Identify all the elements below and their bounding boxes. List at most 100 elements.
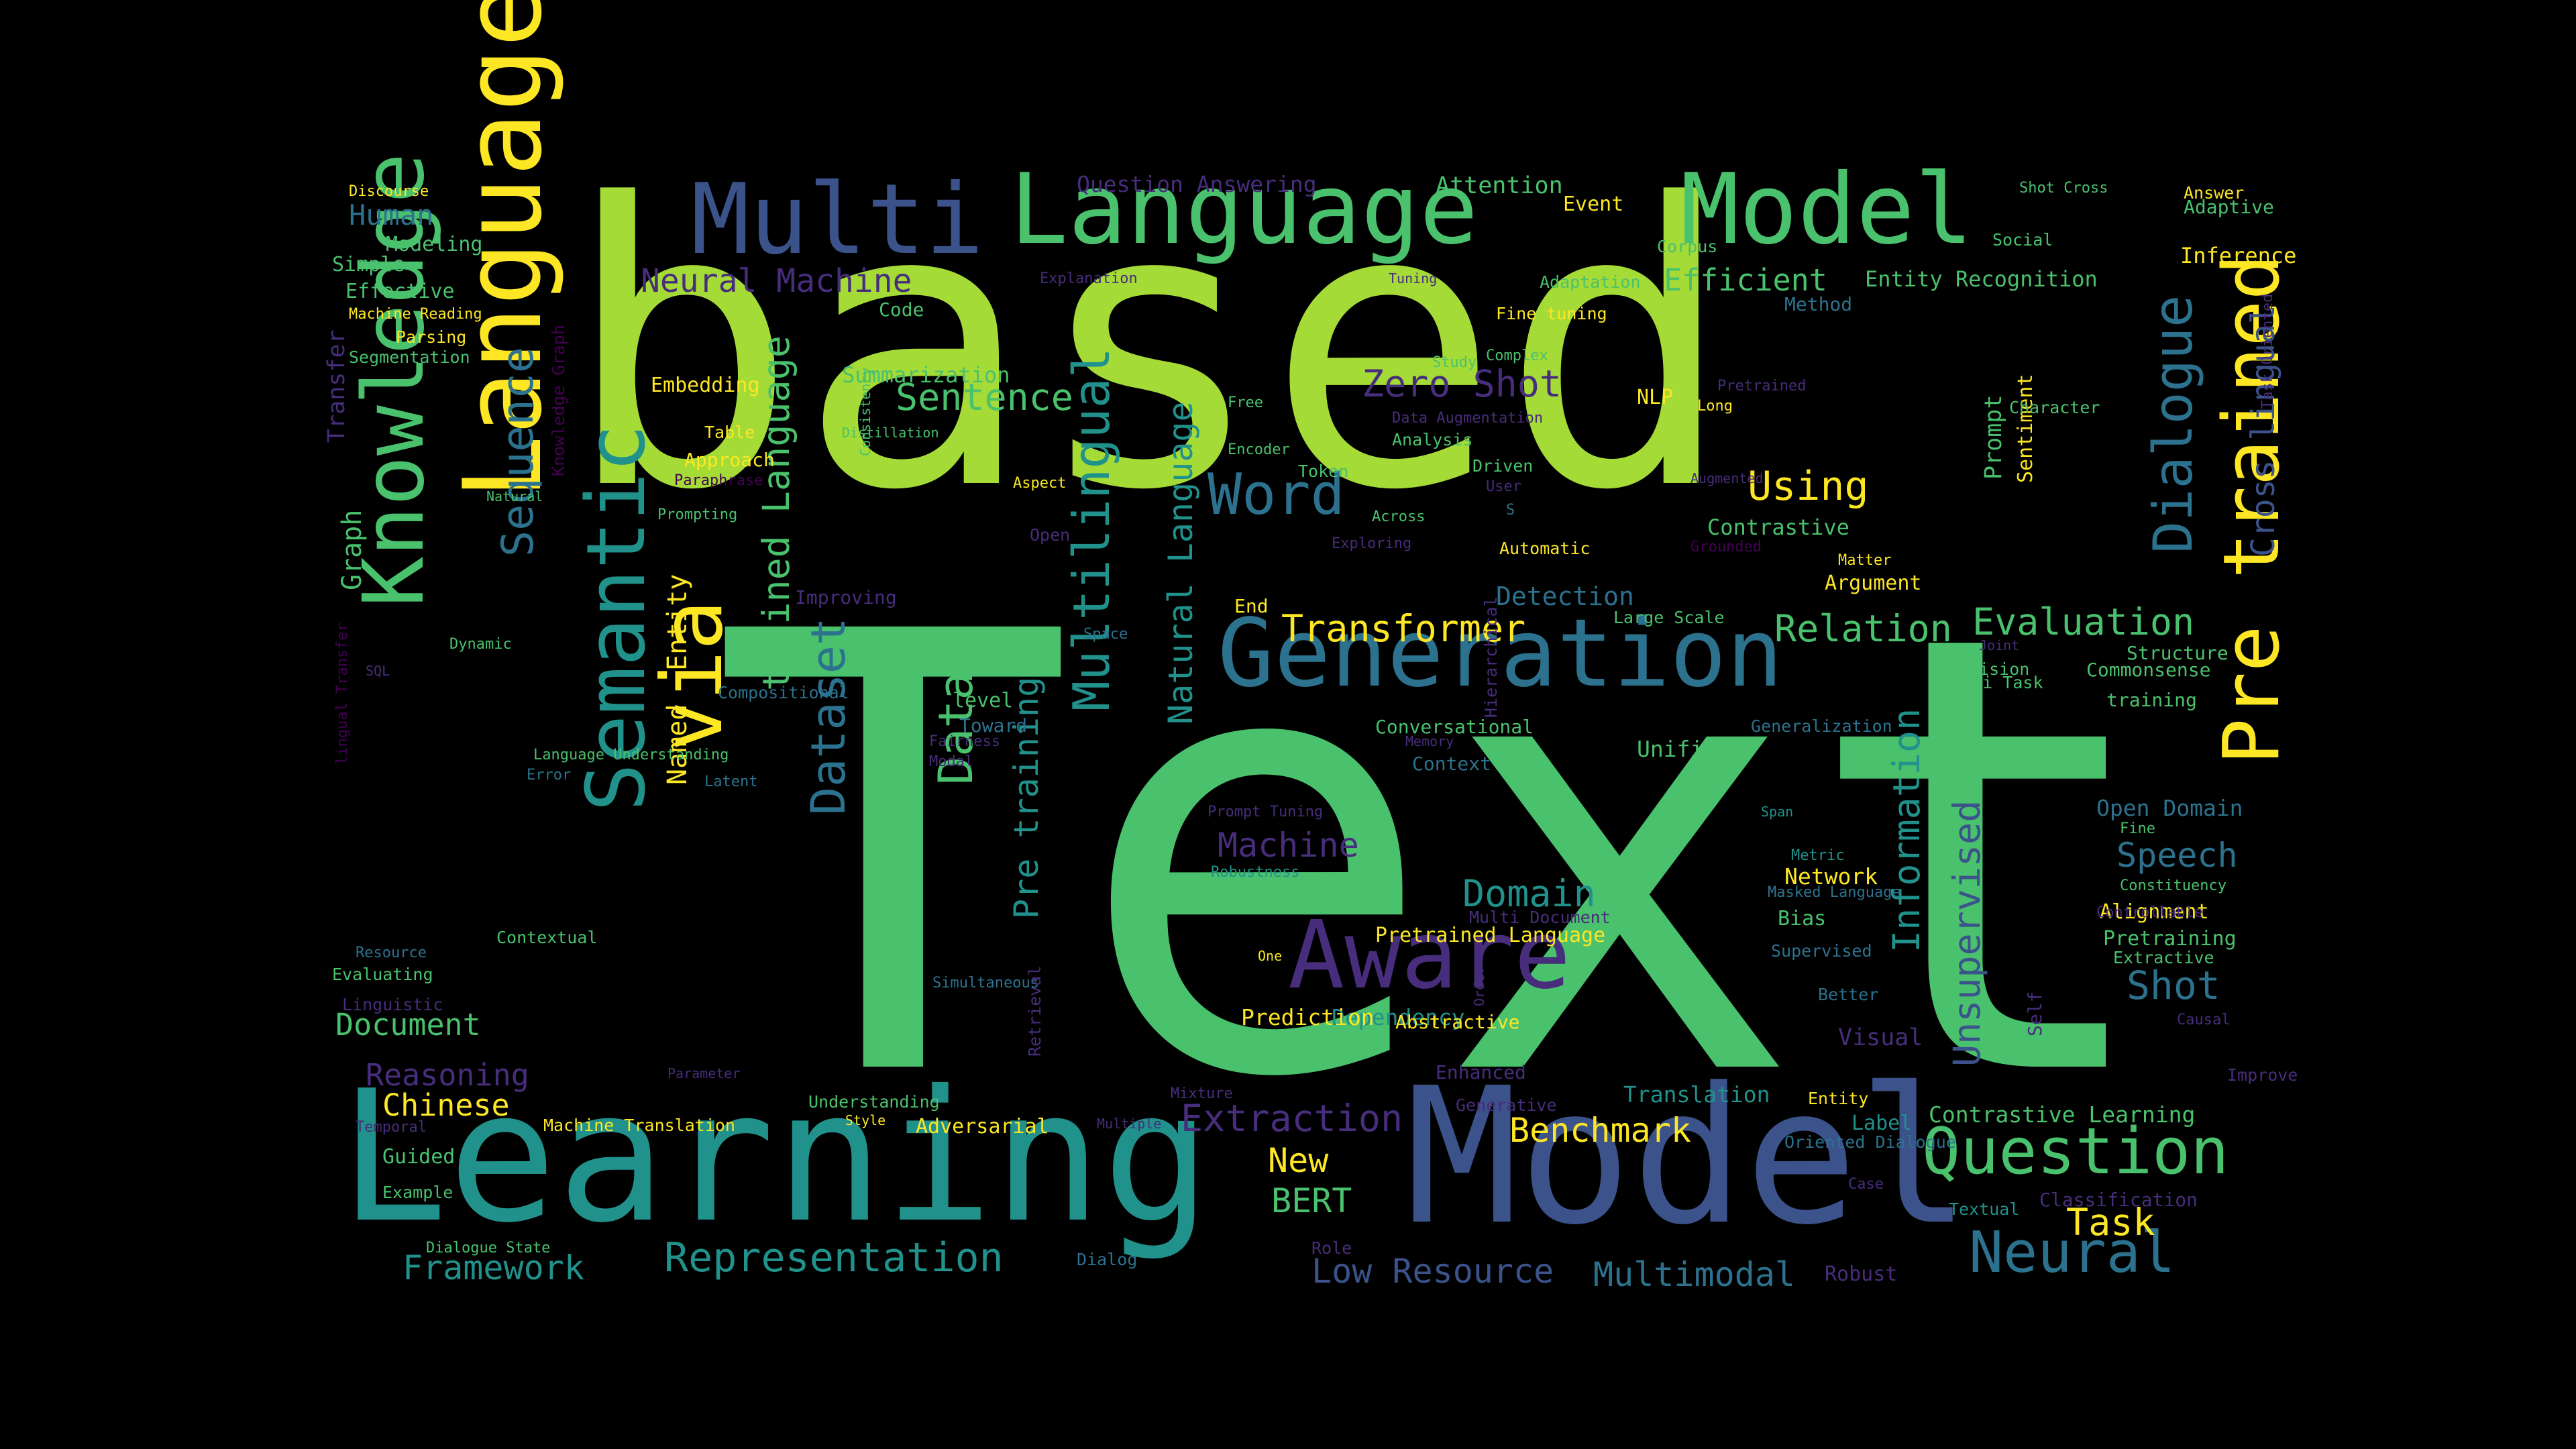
cloud-word: Parameter — [667, 1065, 741, 1081]
cloud-word: Named — [662, 704, 693, 785]
cloud-word: Textual — [1949, 1199, 2020, 1219]
cloud-word: Attention — [1436, 172, 1563, 199]
cloud-word: Document — [335, 1007, 481, 1042]
cloud-word: Graph — [337, 509, 368, 590]
cloud-word: Analysis — [1392, 430, 1473, 449]
cloud-word: Pretraining — [2103, 927, 2237, 951]
cloud-word: Extractive — [2113, 948, 2214, 967]
cloud-word: Benchmark — [1509, 1111, 1691, 1150]
cloud-word: Question Answering — [1077, 171, 1317, 197]
cloud-word: Structure — [2127, 642, 2229, 664]
cloud-word: Extraction — [1181, 1097, 1403, 1140]
cloud-word: Shot Cross — [2019, 180, 2108, 197]
cloud-word: Zero Shot — [1362, 362, 1562, 405]
cloud-word: Network — [1784, 863, 1878, 890]
cloud-word: Improve — [2227, 1065, 2298, 1085]
cloud-word: Human — [349, 199, 434, 231]
cloud-word: Multi Document — [1469, 908, 1611, 927]
cloud-word: Paraphrase — [674, 472, 763, 489]
cloud-word: Event — [1563, 193, 1624, 216]
cloud-word: Pretrained — [1717, 378, 1807, 394]
cloud-word: Effective — [345, 280, 455, 303]
cloud-word: Machine — [1218, 826, 1359, 865]
cloud-word: Adaptation — [1540, 272, 1641, 292]
cloud-word: Commonsense — [2086, 659, 2211, 681]
cloud-word: Entity — [662, 574, 693, 672]
cloud-word: Pre training — [1007, 676, 1046, 919]
cloud-word: Context — [1412, 753, 1492, 775]
cloud-word: Controllable — [2096, 904, 2203, 921]
cloud-word: Matter — [1838, 552, 1892, 569]
cloud-word: Dialogue State — [426, 1240, 551, 1256]
cloud-word: training — [2106, 689, 2197, 711]
cloud-word: Abstractive — [1395, 1011, 1520, 1033]
cloud-word: level — [953, 689, 1014, 712]
cloud-word: Text — [711, 507, 2165, 1210]
cloud-word: Language — [1010, 153, 1479, 266]
cloud-word: Entity Recognition — [1865, 266, 2098, 292]
cloud-word: Embedding — [651, 374, 760, 397]
cloud-word: Translation — [1623, 1081, 1770, 1108]
cloud-word: Order — [1471, 965, 1487, 1006]
cloud-word: Code — [879, 299, 924, 321]
cloud-word: Machine Reading — [349, 306, 482, 323]
cloud-word: Segmentation — [349, 347, 470, 367]
cloud-word: Oriented Dialogue — [1784, 1132, 1956, 1152]
cloud-word: Low Resource — [1311, 1252, 1554, 1291]
cloud-word: Robustness — [1211, 864, 1300, 881]
cloud-word: Multiple — [1097, 1116, 1162, 1132]
cloud-word: Conversational — [1375, 716, 1534, 738]
cloud-word: Dialog — [1077, 1250, 1138, 1269]
cloud-word: Sequence — [493, 346, 543, 557]
cloud-word: Entity — [1808, 1089, 1869, 1108]
cloud-word: Temporal — [356, 1119, 427, 1136]
cloud-word: Fine tuning — [1496, 304, 1607, 323]
cloud-word: Domain — [1462, 872, 1596, 915]
cloud-word: Augmented — [1690, 470, 1764, 486]
cloud-word: S — [1506, 502, 1515, 519]
cloud-word: Prompt — [1980, 394, 2007, 480]
cloud-word: Supervised — [1771, 941, 1872, 961]
cloud-word: One — [1258, 948, 1283, 964]
cloud-word: Open — [1030, 525, 1071, 545]
cloud-word: Task Oriented — [2259, 293, 2276, 409]
cloud-word: Reasoning — [366, 1057, 529, 1093]
cloud-word: Corpus — [1657, 237, 1718, 256]
cloud-word: Multi — [691, 163, 984, 276]
cloud-word: Modeling — [386, 233, 483, 256]
cloud-word: Long — [1697, 398, 1733, 415]
cloud-word: Vision — [1969, 659, 2030, 679]
cloud-word: Automatic — [1499, 539, 1591, 558]
cloud-word: Robust — [1825, 1263, 1898, 1286]
cloud-word: BERT — [1271, 1181, 1352, 1220]
cloud-word: Transfer — [323, 329, 350, 443]
cloud-word: Unified — [1637, 736, 1731, 762]
cloud-word: Compositional — [718, 683, 849, 702]
cloud-word: Answer — [2184, 183, 2245, 203]
cloud-word: Discourse — [349, 183, 429, 200]
cloud-word: Natural — [486, 488, 543, 504]
cloud-word: Chinese — [382, 1087, 510, 1123]
cloud-word: Self — [2024, 991, 2046, 1036]
cloud-word: Aware — [1288, 901, 1571, 1010]
cloud-word: Pretrained Language — [1375, 924, 1606, 947]
cloud-word: Role — [1311, 1238, 1352, 1258]
cloud-word: Constituency — [2120, 877, 2226, 894]
cloud-word: Linguistic — [342, 995, 443, 1014]
cloud-word: Free — [1228, 394, 1263, 411]
cloud-word: Adaptive — [2184, 196, 2274, 218]
cloud-word: Guided — [382, 1145, 455, 1169]
cloud-word: Argument — [1825, 572, 1922, 595]
cloud-word: Label — [1851, 1112, 1913, 1135]
cloud-word: Error — [527, 767, 572, 784]
cloud-word: Model — [1405, 1048, 1971, 1267]
cloud-word: Large Scale — [1613, 608, 1725, 627]
cloud-word: Detection — [1496, 582, 1634, 611]
cloud-word: Visual — [1838, 1024, 1923, 1051]
cloud-word: Neural Machine — [641, 262, 912, 300]
cloud-word: Simple — [332, 253, 405, 276]
cloud-word: End — [1234, 595, 1269, 617]
cloud-word: Case — [1848, 1176, 1884, 1193]
cloud-word: Modal — [929, 753, 974, 770]
cloud-word: Grounded — [1690, 539, 1762, 555]
